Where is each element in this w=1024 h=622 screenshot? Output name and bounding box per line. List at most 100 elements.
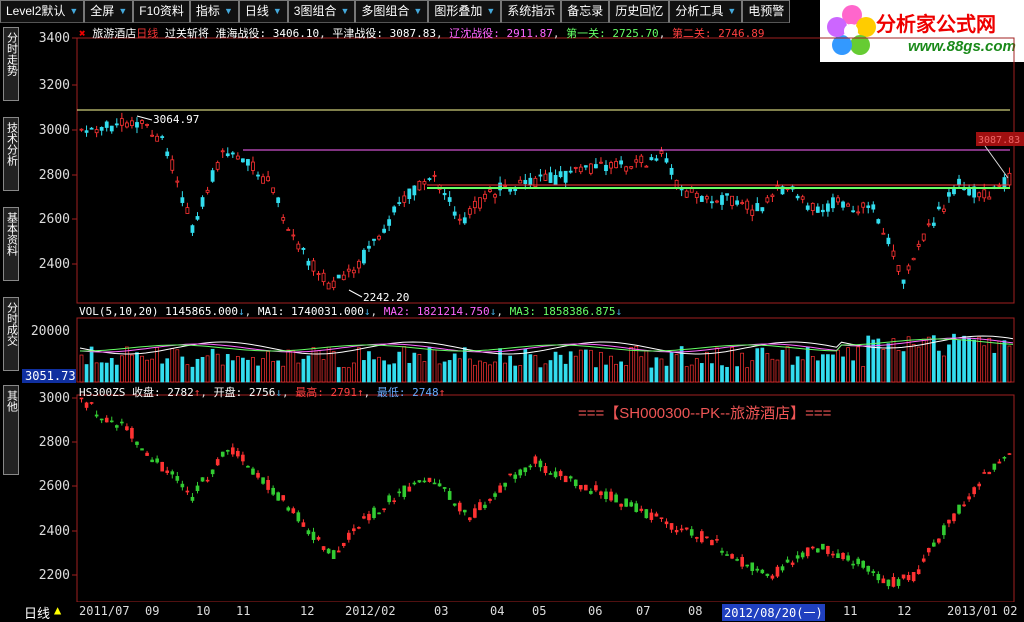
main-candle <box>180 197 185 203</box>
index-candle <box>483 504 487 508</box>
index-candle <box>649 512 654 520</box>
main-candle <box>730 195 734 206</box>
index-candle <box>200 477 205 482</box>
volume-bar <box>311 347 316 383</box>
toolbar-item-10[interactable]: 历史回忆 <box>609 0 670 23</box>
tab-time-trend[interactable]: 分时走势 <box>3 27 19 101</box>
index-candle <box>553 471 558 478</box>
volume-bar <box>916 346 921 383</box>
index-candle <box>700 531 704 543</box>
main-candle <box>336 274 341 279</box>
period-selector[interactable]: 日线 <box>24 606 51 621</box>
comparison-title: ===【SH000300--PK--旅游酒店】=== <box>578 405 832 422</box>
toolbar-item-12[interactable]: 电预警 <box>742 0 791 23</box>
dropdown-arrow-icon[interactable]: ▼ <box>223 6 233 16</box>
volume-bar <box>578 349 583 383</box>
volume-bar <box>614 363 618 383</box>
main-candle <box>215 162 220 170</box>
panel-frame <box>76 37 1015 304</box>
tab-other[interactable]: 其他 <box>3 385 19 475</box>
index-candle <box>286 507 291 511</box>
toolbar-item-3[interactable]: 指标 ▼ <box>189 0 239 23</box>
volume-bar <box>942 355 946 383</box>
volume-ma-line <box>79 335 1014 355</box>
index-candle <box>1007 453 1012 455</box>
volume-bar <box>357 347 361 383</box>
y-tick-label: 2800 <box>39 168 70 183</box>
index-candle <box>316 537 321 540</box>
volume-bar <box>765 353 770 383</box>
dropdown-arrow-icon[interactable]: ▼ <box>118 6 128 16</box>
volume-bar <box>261 358 265 383</box>
toolbar-item-8[interactable]: 系统指示 <box>501 0 562 23</box>
index-candle <box>180 483 185 488</box>
main-candle <box>281 217 286 221</box>
index-candle <box>639 508 644 511</box>
toolbar-item-9[interactable]: 备忘录 <box>561 0 610 23</box>
index-candle <box>836 553 840 559</box>
x-axis-label: 12 <box>300 604 315 618</box>
dropdown-arrow-icon[interactable]: ▼ <box>272 6 282 16</box>
toolbar-item-7[interactable]: 图形叠加 ▼ <box>428 0 502 23</box>
field-label: 辽沈战役: <box>449 27 500 40</box>
volume-bar <box>119 355 124 383</box>
close-icon[interactable]: ✖ <box>79 27 86 40</box>
main-candle <box>800 196 805 200</box>
toolbar-item-0[interactable]: Level2默认 ▼ <box>0 0 85 23</box>
triangle-up-icon[interactable]: ▲ <box>54 603 62 617</box>
index-candle <box>654 513 659 517</box>
volume-bar <box>462 347 467 383</box>
dropdown-arrow-icon[interactable]: ▼ <box>340 6 350 16</box>
volume-bar <box>836 349 840 383</box>
volume-bar <box>583 349 588 383</box>
index-candle <box>725 554 729 556</box>
toolbar-item-4[interactable]: 日线 ▼ <box>238 0 288 23</box>
main-candle <box>165 151 170 157</box>
main-candle <box>89 127 94 130</box>
index-candle <box>326 548 331 554</box>
index-candle <box>266 479 270 490</box>
volume-bars <box>79 333 1014 383</box>
y-tick-label: 2400 <box>39 257 70 272</box>
toolbar-item-11[interactable]: 分析工具 ▼ <box>669 0 743 23</box>
main-candle <box>145 124 149 126</box>
main-candle <box>246 159 250 166</box>
main-candle <box>472 200 477 209</box>
volume-bar <box>99 362 104 383</box>
main-candle <box>291 234 296 237</box>
volume-bar <box>674 354 679 383</box>
index-candle <box>452 503 457 506</box>
main-candle <box>906 265 911 271</box>
x-axis-label: 06 <box>588 604 603 618</box>
cursor-value: 3051.73 <box>25 369 76 383</box>
index-candle <box>140 448 144 451</box>
volume-bar <box>215 353 220 383</box>
dropdown-arrow-icon[interactable]: ▼ <box>69 6 79 16</box>
dropdown-arrow-icon[interactable]: ▼ <box>413 6 423 16</box>
dropdown-arrow-icon[interactable]: ▼ <box>727 6 737 16</box>
x-axis-label: 08 <box>688 604 703 618</box>
high-price-label: 3064.97 <box>153 113 199 126</box>
toolbar-item-6[interactable]: 多图组合 ▼ <box>355 0 429 23</box>
volume-bar <box>750 360 755 383</box>
toolbar-item-2[interactable]: F10资料 <box>133 0 190 23</box>
volume-bar <box>589 349 593 383</box>
tab-technical-analysis[interactable]: 技术分析 <box>3 117 19 191</box>
tab-basic-info[interactable]: 基本资料 <box>3 207 19 281</box>
toolbar-item-1[interactable]: 全屏 ▼ <box>84 0 134 23</box>
toolbar-item-5[interactable]: 3图组合 ▼ <box>287 0 356 23</box>
x-axis-label: 2011/07 <box>79 604 130 618</box>
main-candle <box>770 194 775 198</box>
index-candle <box>599 491 603 496</box>
index-candle <box>99 418 104 421</box>
main-candle <box>160 136 165 139</box>
dropdown-arrow-icon[interactable]: ▼ <box>486 6 496 16</box>
tab-time-deals[interactable]: 分时成交 <box>3 297 19 371</box>
index-candle <box>387 495 391 503</box>
main-candle <box>624 166 629 172</box>
volume-bar <box>155 347 159 383</box>
index-candle <box>871 571 876 573</box>
main-candle <box>150 134 155 137</box>
main-candle <box>1007 172 1012 186</box>
